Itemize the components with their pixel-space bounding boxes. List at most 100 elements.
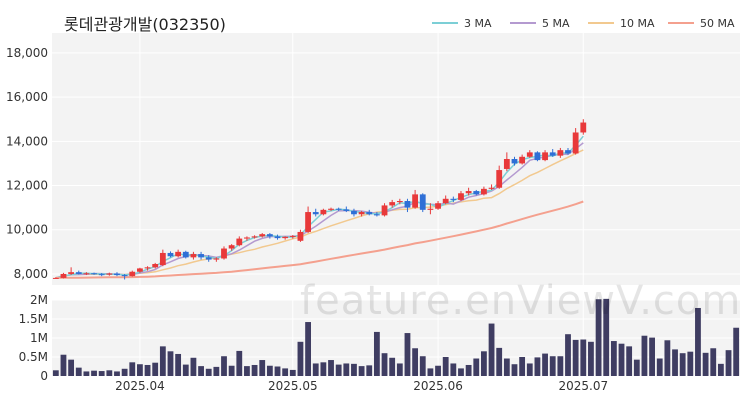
- volume-bar: [672, 349, 678, 376]
- volume-bar: [251, 364, 258, 376]
- candle-body: [282, 236, 289, 239]
- candle: [60, 272, 67, 279]
- volume-bar: [396, 363, 403, 376]
- volume-bar: [595, 299, 602, 376]
- candle: [259, 233, 266, 238]
- candle-body: [98, 274, 105, 276]
- candle-body: [328, 208, 334, 210]
- candle-body: [114, 273, 120, 276]
- candle: [496, 165, 503, 189]
- candle-body: [266, 234, 273, 237]
- volume-bar: [320, 362, 327, 376]
- date-tick-label: 2025.07: [558, 379, 608, 393]
- candle-body: [496, 170, 503, 188]
- candle-body: [366, 212, 373, 215]
- candle-body: [106, 273, 113, 275]
- volume-bar: [511, 364, 518, 376]
- candle: [167, 251, 174, 258]
- candle-body: [526, 152, 533, 157]
- candle: [335, 207, 342, 211]
- volume-bar: [435, 365, 441, 376]
- candle: [473, 189, 480, 196]
- legend-item-ma5: 5 MA: [510, 16, 570, 30]
- volume-bar: [106, 370, 113, 376]
- candle-body: [52, 277, 59, 279]
- volume-bar: [121, 368, 128, 376]
- volume-bar: [312, 363, 319, 376]
- volume-bar: [266, 365, 273, 376]
- candle: [251, 235, 258, 239]
- candle: [52, 277, 59, 279]
- candle-body: [144, 267, 151, 269]
- volume-bar: [213, 366, 220, 376]
- watermark: feature.enViewV.com: [300, 278, 742, 324]
- candle: [412, 189, 419, 209]
- candle: [91, 272, 97, 275]
- candle: [419, 193, 426, 213]
- candle: [442, 195, 449, 205]
- candle: [190, 251, 197, 260]
- candle: [404, 198, 411, 213]
- candle-body: [297, 231, 304, 241]
- candle-body: [305, 212, 311, 232]
- candle: [328, 207, 334, 211]
- volume-bar: [289, 369, 296, 376]
- candle: [228, 244, 235, 251]
- price-tick-label: 10,000: [6, 223, 48, 237]
- ma5-line: [55, 142, 584, 279]
- volume-bar: [144, 364, 151, 376]
- volume-bar: [695, 307, 701, 376]
- candle-body: [159, 252, 166, 266]
- volume-bar: [167, 351, 174, 376]
- volume-bar: [450, 363, 457, 376]
- candle: [458, 191, 464, 201]
- candle-body: [442, 198, 449, 204]
- volume-bar: [175, 353, 182, 376]
- candle: [549, 149, 556, 157]
- volume-bar: [427, 368, 434, 376]
- candle-body: [450, 198, 457, 200]
- volume-bar: [580, 339, 587, 376]
- volume-bar: [228, 365, 235, 376]
- candle-body: [358, 212, 365, 215]
- volume-bar: [351, 363, 357, 376]
- volume-bar: [488, 323, 495, 376]
- volume-bar: [656, 358, 663, 376]
- price-plot-area: [52, 33, 740, 285]
- volume-bar: [159, 346, 166, 376]
- volume-bar: [572, 339, 579, 376]
- volume-bar: [603, 298, 610, 376]
- volume-bar: [526, 363, 533, 376]
- candle-body: [274, 236, 281, 239]
- volume-bar: [549, 356, 556, 376]
- candle-body: [458, 193, 464, 200]
- candle: [205, 255, 212, 262]
- volume-tick-label: 0.5M: [19, 350, 48, 364]
- volume-bar: [328, 360, 334, 376]
- volume-bar: [60, 354, 67, 376]
- candle: [75, 270, 82, 275]
- volume-bar: [182, 364, 189, 376]
- candle: [175, 249, 182, 258]
- candle-body: [244, 237, 250, 239]
- volume-bar: [519, 357, 526, 376]
- candle-body: [549, 152, 556, 156]
- legend-label-ma10: 10 MA: [620, 16, 655, 30]
- volume-bar: [557, 356, 564, 376]
- volume-bar: [137, 364, 143, 376]
- candle-body: [389, 202, 396, 206]
- volume-bar: [626, 346, 633, 376]
- candle: [572, 128, 579, 155]
- candle-body: [519, 156, 526, 164]
- candle: [488, 184, 495, 190]
- volume-bar: [618, 343, 625, 376]
- candle-body: [481, 188, 487, 195]
- chart-title: 롯데관광개발(032350): [64, 15, 226, 34]
- volume-bar: [687, 351, 694, 376]
- candle-body: [473, 191, 480, 195]
- volume-bar: [366, 365, 373, 376]
- volume-tick-label: 2M: [30, 293, 48, 307]
- volume-tick-label: 0: [40, 369, 48, 383]
- volume-bar: [649, 337, 655, 376]
